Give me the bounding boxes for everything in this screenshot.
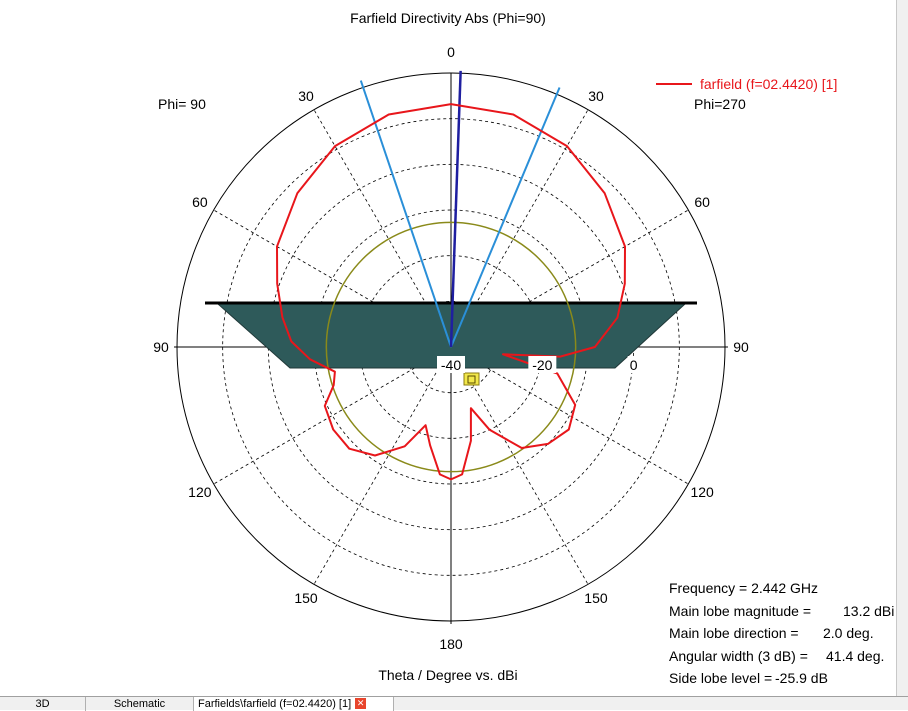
main-lobe-magnitude-value: 13.2 dBi — [843, 602, 895, 619]
angle-tick-label: 150 — [584, 590, 608, 606]
grid-spoke — [450, 109, 589, 348]
grid-spoke — [213, 346, 452, 485]
close-icon[interactable]: ✕ — [355, 698, 367, 709]
tab-schematic-label: Schematic — [113, 698, 166, 710]
tab-3d[interactable]: 3D — [0, 697, 86, 711]
main-lobe-magnitude-row: Main lobe magnitude = 13.2 dBi — [669, 600, 894, 623]
angle-tick-label: 60 — [694, 194, 710, 210]
angle-tick-label: 180 — [439, 636, 463, 652]
frequency-row: Frequency = 2.442 GHz — [669, 577, 894, 600]
radial-tick-label: 0 — [630, 357, 638, 373]
angle-tick-label: 90 — [153, 339, 169, 355]
tab-farfield[interactable]: Farfields\farfield (f=02.4420) [1] ✕ — [194, 697, 394, 711]
angular-width-key: Angular width (3 dB) = — [669, 647, 808, 664]
main-lobe-line — [449, 70, 462, 348]
side-lobe-value: -25.9 dB — [775, 670, 828, 686]
radial-tick-label-bg — [437, 356, 465, 373]
series-curve — [276, 103, 626, 481]
main-lobe-direction-row: Main lobe direction = 2.0 deg. — [669, 622, 894, 645]
grid-spoke — [450, 346, 589, 585]
angle-tick-label: 30 — [298, 88, 314, 104]
beamwidth-line — [359, 80, 452, 348]
legend: farfield (f=02.4420) [1] — [656, 76, 837, 92]
angular-width-row: Angular width (3 dB) = 41.4 deg. — [669, 645, 894, 668]
side-lobe-key: Side lobe level = — [669, 670, 773, 686]
beamwidth-threshold-circle — [325, 221, 577, 473]
legend-swatch — [656, 83, 692, 85]
plot-area: 0 30 30 60 60 90 90 120 120 150 150 180 -40 -20 0 Farf… — [153, 10, 895, 690]
grid-spoke — [450, 209, 689, 348]
main-lobe-direction-key: Main lobe direction = — [669, 625, 799, 641]
angle-tick-label: 120 — [188, 484, 212, 500]
radial-tick-label: -40 — [441, 357, 461, 373]
phi-right-label: Phi=270 — [694, 96, 746, 112]
tab-farfield-label: Farfields\farfield (f=02.4420) [1] — [198, 698, 352, 710]
angle-tick-label: 60 — [192, 194, 208, 210]
frequency-text: Frequency = 2.442 GHz — [669, 580, 819, 596]
polar-chart: 0 30 30 60 60 90 90 120 120 150 150 180 -40 -20 0 — [153, 44, 749, 652]
radial-tick-label-bg — [528, 356, 557, 373]
phi-left-label: Phi= 90 — [158, 96, 206, 112]
angle-tick-label: 30 — [588, 88, 604, 104]
grid-spoke — [313, 346, 452, 585]
angle-tick-label: 150 — [294, 590, 318, 606]
radial-tick-label: -20 — [532, 357, 552, 373]
grid-spoke — [450, 346, 689, 485]
angle-tick-label: 90 — [733, 339, 749, 355]
main-lobe-direction-value: 2.0 deg. — [823, 625, 874, 641]
side-lobe-row: Side lobe level = -25.9 dB — [669, 667, 894, 690]
chart-title: Farfield Directivity Abs (Phi=90) — [350, 10, 546, 26]
angle-tick-label: 0 — [447, 44, 455, 60]
port-marker-inner — [467, 375, 476, 384]
main-lobe-magnitude-key: Main lobe magnitude = — [669, 602, 812, 619]
tab-schematic[interactable]: Schematic — [86, 697, 194, 711]
window-right-edge — [896, 0, 908, 696]
tab-bar: 3D Schematic Farfields\farfield (f=02.44… — [0, 696, 908, 711]
x-axis-label: Theta / Degree vs. dBi — [378, 667, 518, 683]
angular-width-value: 41.4 deg. — [826, 647, 885, 664]
legend-label: farfield (f=02.4420) [1] — [700, 76, 838, 92]
grid-spoke — [213, 209, 452, 348]
grid-spoke — [313, 109, 452, 348]
tab-3d-label: 3D — [35, 698, 50, 710]
angle-tick-label: 120 — [690, 484, 714, 500]
radial-tick-label-bg — [627, 356, 640, 373]
results-panel: Frequency = 2.442 GHz Main lobe magnitud… — [669, 577, 894, 690]
